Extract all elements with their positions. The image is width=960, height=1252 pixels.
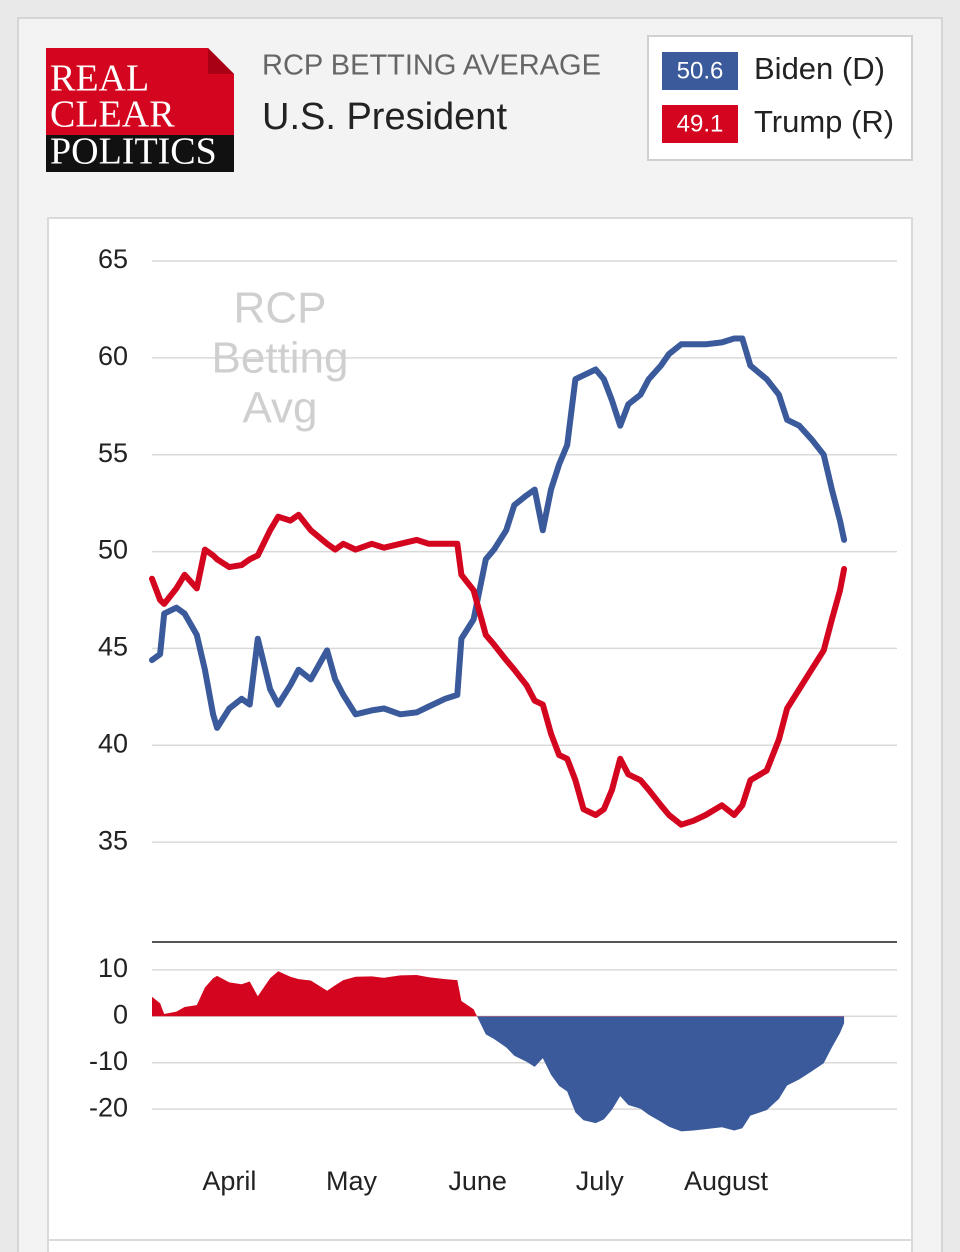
legend-swatch (662, 105, 738, 143)
y-tick-label: 40 (98, 728, 128, 758)
series-line (149, 511, 848, 828)
x-tick-label: August (684, 1166, 769, 1196)
x-tick-label: June (448, 1166, 507, 1196)
x-tick-label: July (576, 1166, 625, 1196)
y-tick-label: 10 (98, 953, 128, 983)
logo-strip (46, 135, 234, 172)
legend-swatch (662, 52, 738, 90)
watermark: Betting (212, 334, 349, 383)
logo-text: POLITICS (50, 131, 217, 173)
legend-label: Trump (R) (754, 104, 894, 139)
logo-fold (208, 48, 234, 74)
y-tick-label: 65 (98, 244, 128, 274)
y-tick-label: 35 (98, 825, 128, 855)
legend-value: 50.6 (677, 57, 724, 84)
x-tick-label: April (202, 1166, 256, 1196)
y-tick-label: 45 (98, 632, 128, 662)
legend-label: Biden (D) (754, 51, 885, 86)
x-tick-label: May (326, 1166, 378, 1196)
legend-value: 49.1 (677, 110, 724, 137)
y-tick-label: 55 (98, 438, 128, 468)
series-line (149, 335, 848, 731)
logo-text: REAL (50, 58, 149, 100)
logo-text: CLEAR (50, 94, 175, 136)
watermark: Avg (242, 384, 317, 433)
y-tick-label: -20 (89, 1092, 128, 1122)
watermark: RCP (234, 284, 327, 333)
title: U.S. President (262, 96, 507, 138)
y-tick-label: 60 (98, 341, 128, 371)
subtitle: RCP BETTING AVERAGE (262, 50, 601, 82)
y-tick-label: -10 (89, 1046, 128, 1076)
spread-area (152, 971, 845, 1132)
y-tick-label: 0 (113, 999, 128, 1029)
y-tick-label: 50 (98, 535, 128, 565)
